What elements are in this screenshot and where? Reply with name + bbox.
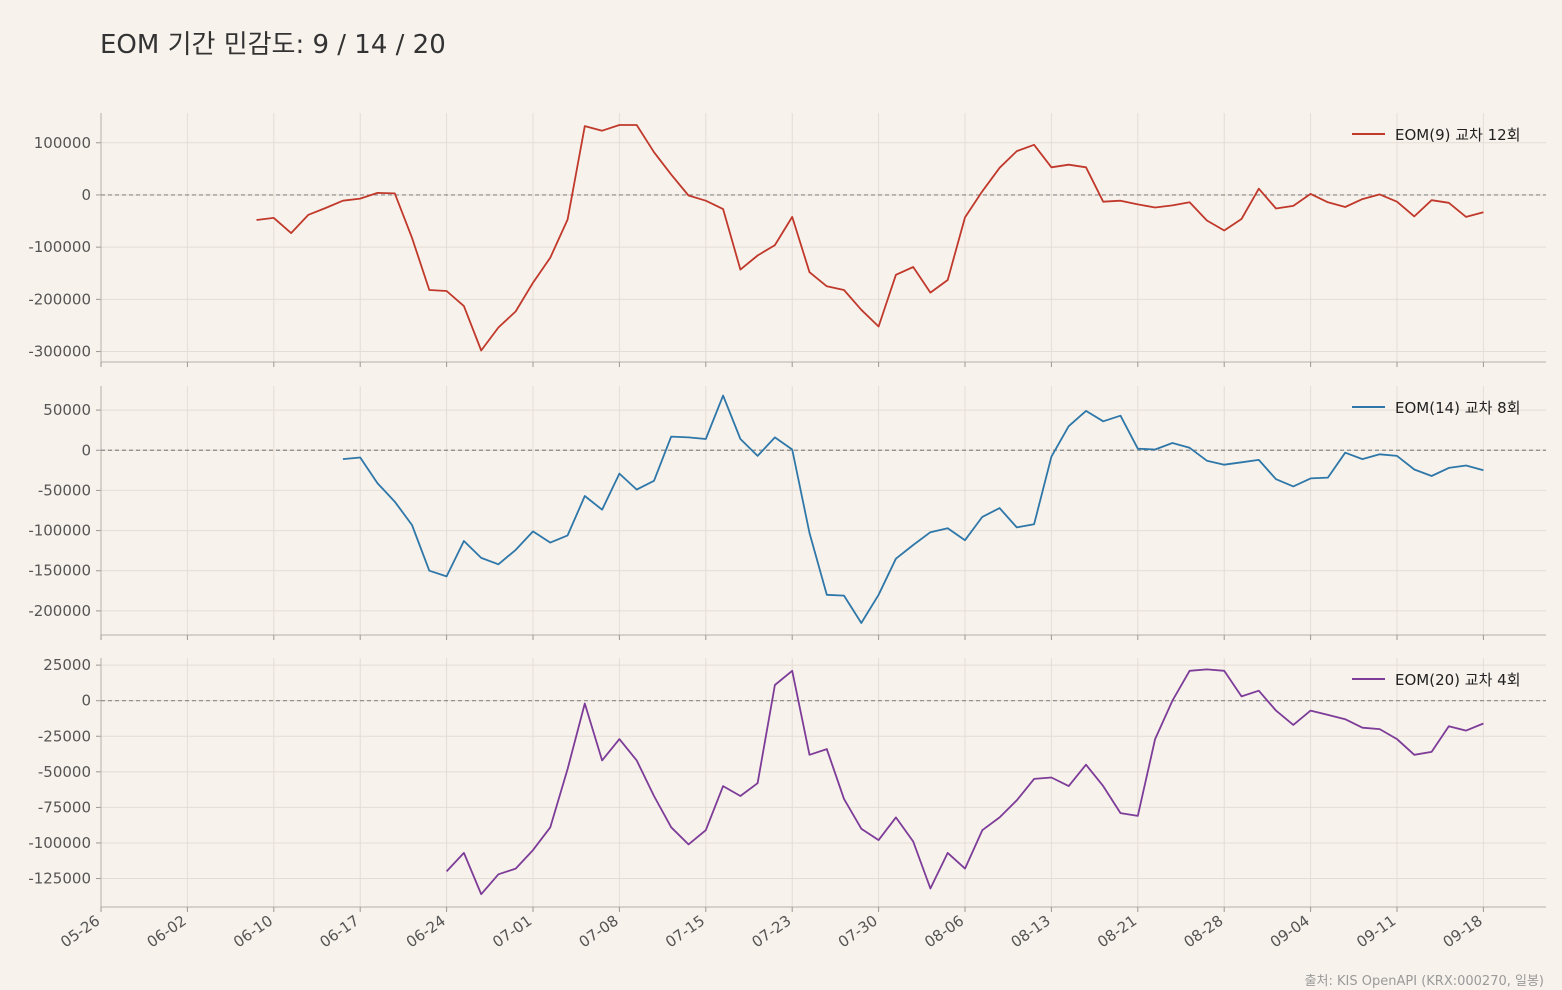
y-tick-label: 100000 [34,134,91,152]
y-tick-label: -100000 [28,238,91,256]
x-tick-label: 08-06 [921,912,967,952]
x-tick-label: 06-17 [316,912,362,952]
source-note: 출처: KIS OpenAPI (KRX:000270, 일봉) [1304,974,1544,989]
x-tick-label: 09-18 [1440,912,1486,952]
y-tick-label: -100000 [28,834,91,852]
y-tick-label: -200000 [28,290,91,308]
y-tick-label: -300000 [28,343,91,361]
x-tick-label: 08-13 [1008,912,1054,952]
x-tick-label: 08-21 [1094,912,1140,952]
y-tick-label: 0 [81,186,91,204]
y-tick-label: 0 [81,692,91,710]
y-tick-label: -200000 [28,602,91,620]
y-tick-label: -75000 [38,798,91,816]
y-tick-label: 0 [81,441,91,459]
chart-title: EOM 기간 민감도: 9 / 14 / 20 [100,30,446,60]
x-tick-label: 07-23 [748,912,794,952]
y-tick-label: -100000 [28,522,91,540]
y-tick-label: -50000 [38,481,91,499]
x-tick-label: 08-28 [1180,912,1226,952]
y-tick-label: -25000 [38,727,91,745]
legend-label: EOM(14) 교차 8회 [1395,399,1521,417]
x-tick-label: 09-04 [1267,912,1313,952]
legend-label: EOM(20) 교차 4회 [1395,671,1521,689]
y-tick-label: 50000 [43,401,91,419]
x-tick-label: 06-24 [403,912,449,952]
series-line [256,124,1484,352]
x-tick-label: 07-30 [835,912,881,952]
x-tick-label: 07-15 [662,912,708,952]
x-tick-label: 06-10 [230,912,276,952]
series-line [342,394,1484,624]
x-tick-label: 07-08 [576,912,622,952]
y-tick-label: 25000 [43,656,91,674]
x-tick-label: 05-26 [57,912,103,952]
y-tick-label: -150000 [28,562,91,580]
y-tick-label: -50000 [38,763,91,781]
series-line [445,668,1484,896]
legend-label: EOM(9) 교차 12회 [1395,126,1521,144]
y-tick-label: -125000 [28,870,91,888]
x-tick-label: 09-11 [1353,912,1399,952]
x-tick-label: 07-01 [489,912,535,952]
x-tick-label: 06-02 [144,912,190,952]
